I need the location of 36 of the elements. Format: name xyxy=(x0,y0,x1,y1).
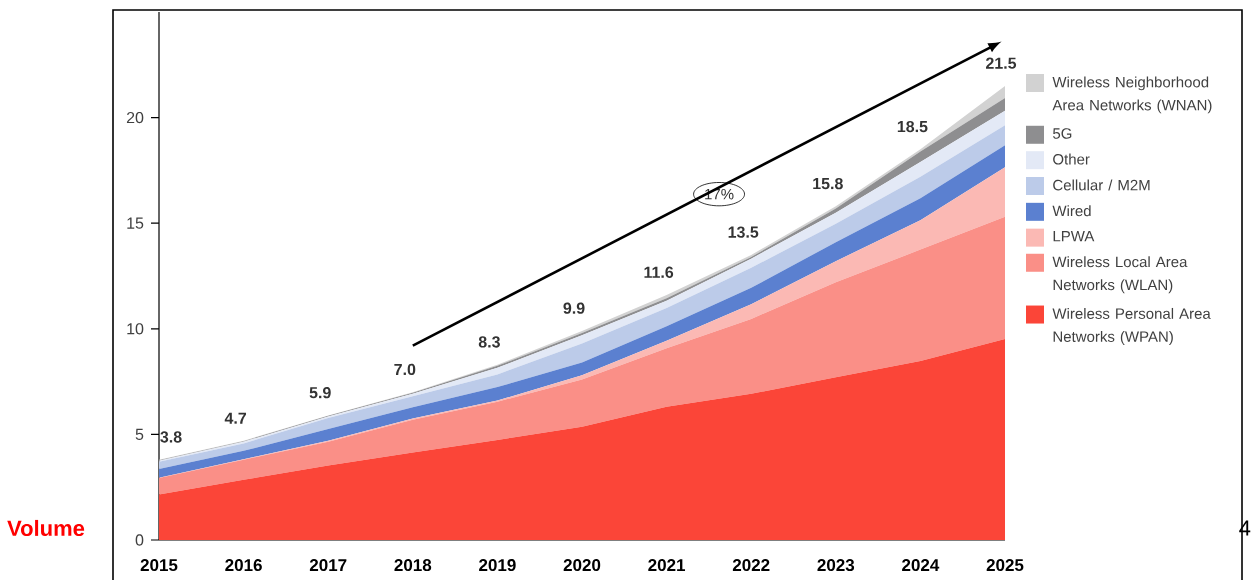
y-tick-label: 20 xyxy=(126,111,144,124)
total-label: 3.8 xyxy=(160,431,182,443)
total-label: 9.9 xyxy=(563,302,585,314)
x-tick-label: 2023 xyxy=(817,559,855,572)
x-tick-label: 2020 xyxy=(563,559,601,572)
total-label: 8.3 xyxy=(478,336,500,348)
legend-label: Wireless Local Area Networks (WLAN) xyxy=(1052,256,1188,294)
total-label: 21.5 xyxy=(986,57,1017,69)
x-tick-label: 2021 xyxy=(648,559,686,572)
legend-label: Wireless Personal Area Networks (WPAN) xyxy=(1052,307,1211,345)
x-tick-label: 2025 xyxy=(986,559,1024,572)
x-tick-label: 2015 xyxy=(140,559,178,572)
total-label: 7.0 xyxy=(394,363,416,376)
total-label: 4.7 xyxy=(224,412,247,424)
y-tick-label: 0 xyxy=(135,534,144,546)
legend-label: Other xyxy=(1053,153,1090,165)
y-tick-label: 5 xyxy=(135,428,144,440)
legend-label: 5G xyxy=(1053,128,1072,139)
total-label: 15.8 xyxy=(813,177,843,190)
total-label: 11.6 xyxy=(644,266,674,278)
total-label: 13.5 xyxy=(728,226,759,238)
text: Volume xyxy=(7,519,85,537)
total-label: 5.9 xyxy=(309,387,331,399)
x-tick-label: 2016 xyxy=(225,559,262,572)
total-label: 18.5 xyxy=(897,120,928,133)
y-tick-label: 15 xyxy=(127,217,144,229)
x-tick-label: 2024 xyxy=(902,559,940,572)
x-tick-label: 2018 xyxy=(394,559,432,572)
y-tick-label: 10 xyxy=(127,323,144,335)
legend-label: Wired xyxy=(1052,205,1091,217)
legend-label: Cellular / M2M xyxy=(1053,179,1150,191)
legend-label: Wireless Neighborhood Area Networks (WNAN) xyxy=(1052,76,1212,114)
x-tick-label: 2017 xyxy=(309,559,347,572)
legend-label: LPWA xyxy=(1053,231,1095,242)
x-tick-label: 2022 xyxy=(732,559,770,572)
x-tick-label: 2019 xyxy=(479,559,516,572)
